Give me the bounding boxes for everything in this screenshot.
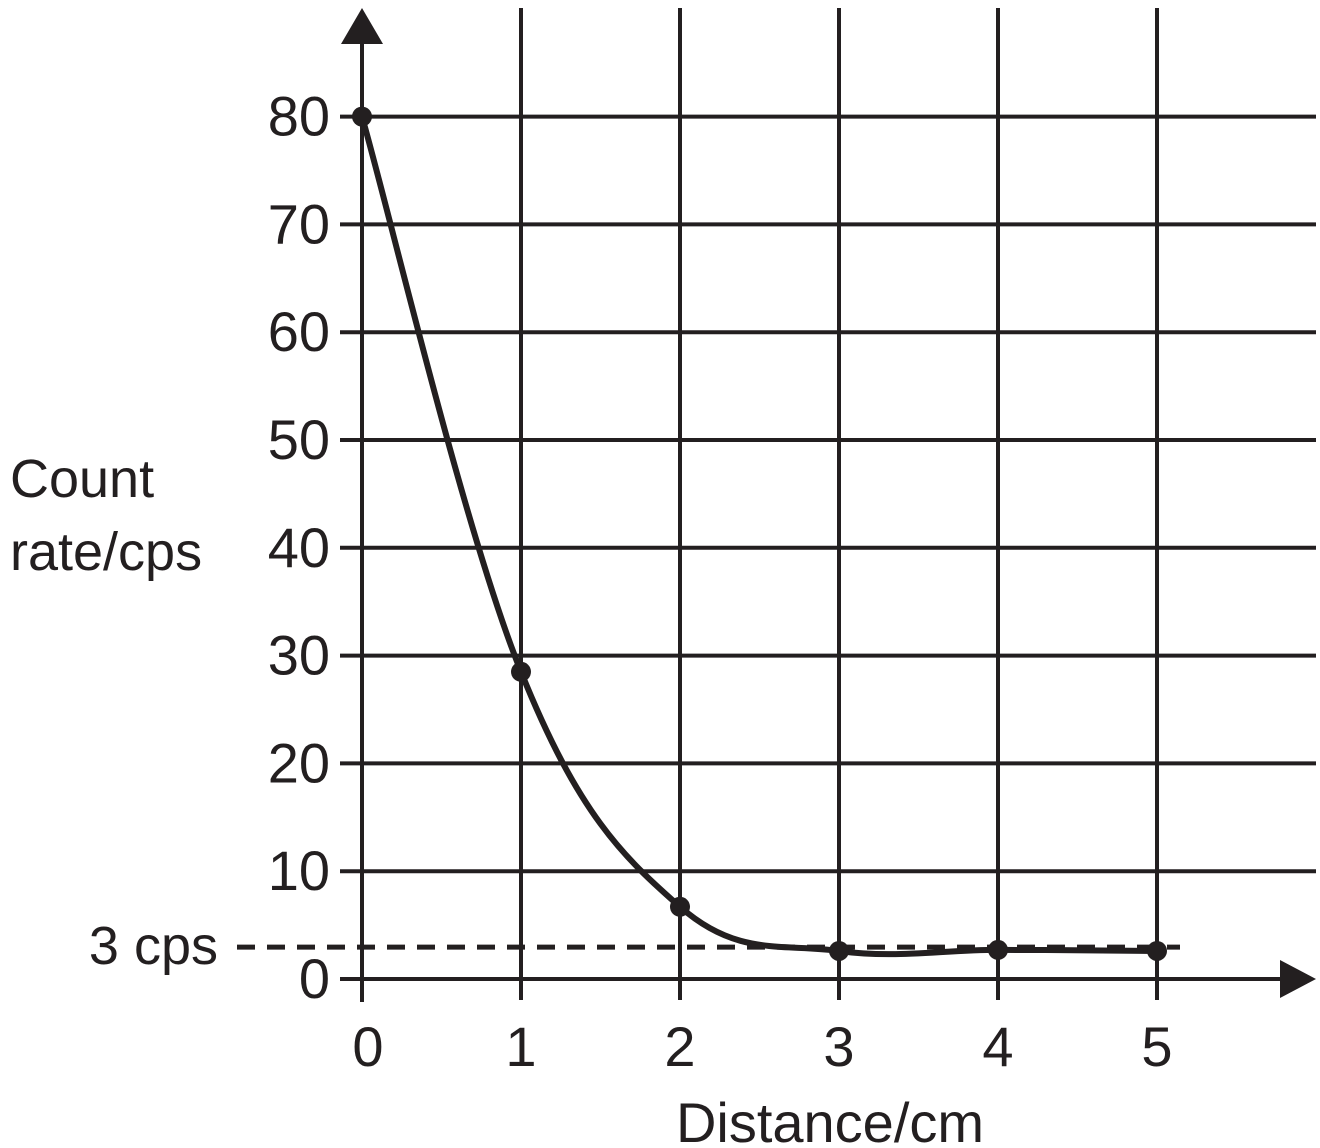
x-axis-arrow-icon: [1280, 960, 1316, 998]
data-point: [511, 661, 531, 682]
x-tick-label: 4: [982, 1015, 1013, 1078]
reference-line-label: 3 cps: [89, 916, 218, 976]
y-tick-label: 0: [299, 947, 330, 1010]
x-tick-label: 0: [352, 1015, 383, 1078]
data-point: [1147, 940, 1167, 961]
x-tick-labels: 0 1 2 3 4 5: [352, 1015, 1172, 1078]
reference-line-group: 3 cps: [89, 916, 1180, 976]
y-tick-label: 70: [268, 192, 330, 255]
y-tick-label: 80: [268, 85, 330, 148]
y-axis-label-line-1: Count: [10, 449, 154, 509]
data-point: [670, 896, 690, 917]
series-group: [352, 106, 1167, 961]
data-point: [988, 939, 1008, 960]
grid: [340, 8, 1316, 1000]
x-tick-label: 5: [1141, 1015, 1172, 1078]
y-tick-label: 50: [268, 408, 330, 471]
y-tick-labels: 0 10 20 30 40 50 60 70 80: [268, 85, 330, 1010]
y-tick-label: 30: [268, 624, 330, 687]
y-axis-arrow-icon: [341, 8, 383, 44]
y-axis-label-line-2: rate/cps: [10, 522, 202, 582]
data-point: [352, 106, 372, 127]
y-tick-label: 40: [268, 516, 330, 579]
x-tick-label: 1: [505, 1015, 536, 1078]
axes: [340, 8, 1316, 1002]
data-point: [829, 940, 849, 961]
series-line: [359, 113, 1160, 958]
y-tick-label: 10: [268, 839, 330, 902]
x-axis-label: Distance/cm: [676, 1091, 984, 1148]
x-tick-label: 2: [664, 1015, 695, 1078]
y-tick-label: 20: [268, 731, 330, 794]
x-tick-label: 3: [823, 1015, 854, 1078]
y-tick-label: 60: [268, 300, 330, 363]
